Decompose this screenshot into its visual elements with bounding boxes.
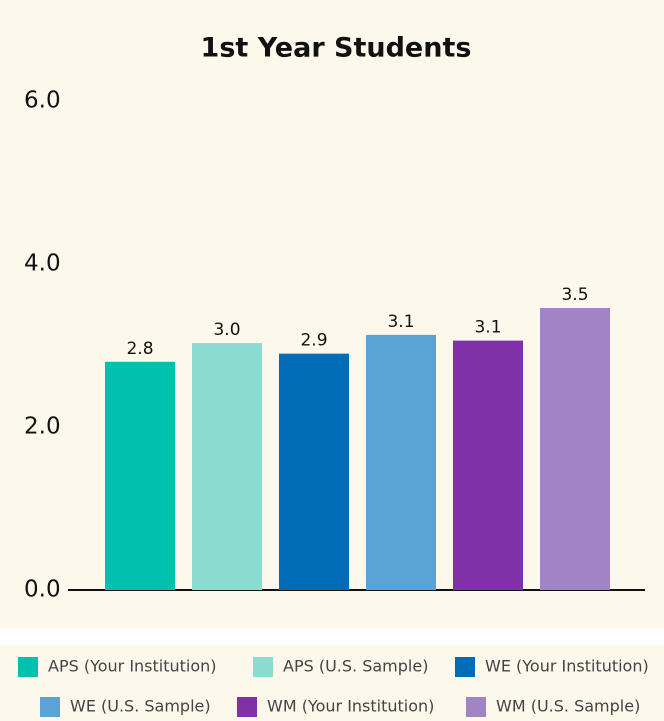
legend-swatch — [253, 657, 273, 677]
y-tick-label: 0.0 — [24, 577, 61, 603]
data-label: 3.1 — [474, 318, 501, 338]
bar — [279, 353, 349, 590]
legend-swatch — [455, 657, 475, 677]
data-label: 2.9 — [300, 331, 327, 351]
legend-background — [0, 645, 664, 721]
legend-label: WM (U.S. Sample) — [496, 697, 640, 716]
bar — [540, 308, 610, 590]
y-tick-label: 6.0 — [24, 88, 61, 114]
legend-label: WE (U.S. Sample) — [70, 697, 211, 716]
data-label: 3.5 — [561, 285, 588, 305]
legend-swatch — [18, 657, 38, 677]
y-tick-label: 2.0 — [24, 414, 61, 440]
y-tick-label: 4.0 — [24, 251, 61, 277]
data-label: 2.8 — [126, 339, 153, 359]
data-label: 3.0 — [213, 320, 240, 340]
bar — [105, 361, 175, 590]
bar — [192, 343, 262, 590]
bar — [366, 334, 436, 590]
legend-swatch — [466, 697, 486, 717]
data-label: 3.1 — [387, 312, 414, 332]
bar — [453, 340, 523, 590]
legend-label: APS (U.S. Sample) — [283, 657, 428, 676]
legend-label: WM (Your Institution) — [267, 697, 434, 716]
chart-title: 1st Year Students — [201, 33, 472, 64]
legend-label: APS (Your Institution) — [48, 657, 217, 676]
legend-swatch — [237, 697, 257, 717]
legend-label: WE (Your Institution) — [485, 657, 649, 676]
legend-swatch — [40, 697, 60, 717]
